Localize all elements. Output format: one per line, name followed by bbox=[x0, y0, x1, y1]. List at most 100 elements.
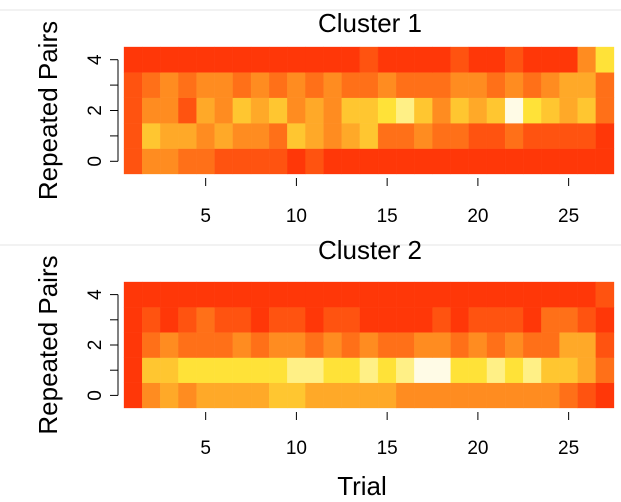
heat-cell bbox=[396, 281, 415, 308]
heat-cell bbox=[432, 281, 451, 308]
heat-cell bbox=[287, 72, 306, 98]
heat-cell bbox=[178, 281, 197, 308]
heat-cell bbox=[232, 148, 252, 175]
heat-cell bbox=[232, 307, 252, 333]
heat-cell bbox=[178, 332, 197, 358]
heat-cell bbox=[559, 46, 578, 73]
heat-cell bbox=[141, 148, 161, 175]
heat-cell bbox=[305, 307, 324, 333]
heat-cell bbox=[141, 72, 161, 98]
heat-cell bbox=[577, 382, 597, 409]
heat-cell bbox=[541, 97, 560, 124]
heat-cell bbox=[287, 357, 306, 383]
heat-cell bbox=[341, 72, 361, 98]
heat-cell bbox=[359, 332, 379, 358]
heat-cell bbox=[396, 307, 415, 333]
heat-cell bbox=[523, 332, 542, 358]
heat-cell bbox=[341, 46, 361, 73]
x-tick-label: 15 bbox=[377, 438, 398, 459]
heat-cell bbox=[287, 97, 306, 124]
heat-cell bbox=[323, 46, 342, 73]
heat-cell bbox=[577, 123, 597, 149]
heat-cell bbox=[523, 97, 542, 124]
heat-cell bbox=[377, 123, 397, 149]
heat-cell bbox=[269, 72, 288, 98]
heat-cell bbox=[523, 72, 542, 98]
heat-cell bbox=[432, 123, 451, 149]
heat-cell bbox=[359, 123, 379, 149]
heat-cell bbox=[269, 97, 288, 124]
heat-cell bbox=[269, 148, 288, 175]
heat-cell bbox=[414, 123, 433, 149]
heat-cell bbox=[450, 97, 469, 124]
heat-cell bbox=[178, 357, 197, 383]
heat-cell bbox=[432, 332, 451, 358]
heat-cell bbox=[232, 281, 252, 308]
heat-cell bbox=[486, 46, 506, 73]
heat-cell bbox=[595, 72, 615, 98]
heat-cell bbox=[214, 123, 234, 149]
heat-cell bbox=[396, 97, 415, 124]
heat-cell bbox=[269, 307, 288, 333]
heat-cell bbox=[160, 97, 179, 124]
x-tick-label: 20 bbox=[467, 438, 488, 459]
heat-cell bbox=[232, 357, 252, 383]
heat-cell bbox=[123, 357, 143, 383]
heat-cell bbox=[196, 332, 215, 358]
heat-cell bbox=[269, 281, 288, 308]
heat-cell bbox=[250, 307, 270, 333]
x-axis-label: Trial bbox=[337, 471, 387, 501]
heat-cell bbox=[523, 123, 542, 149]
heat-cell bbox=[305, 357, 324, 383]
heat-cell bbox=[523, 46, 542, 73]
heat-cell bbox=[523, 382, 542, 409]
heat-cell bbox=[141, 46, 161, 73]
heat-cell bbox=[305, 148, 324, 175]
heat-cell bbox=[141, 332, 161, 358]
heat-cell bbox=[214, 307, 234, 333]
heat-cell bbox=[214, 332, 234, 358]
heat-cell bbox=[559, 148, 578, 175]
y-tick-label: 4 bbox=[85, 54, 106, 65]
y-tick-label: 2 bbox=[85, 340, 106, 351]
heat-cell bbox=[396, 382, 415, 409]
heat-cell bbox=[414, 357, 433, 383]
heat-cell bbox=[468, 148, 488, 175]
heat-cell bbox=[250, 123, 270, 149]
heat-cell bbox=[178, 97, 197, 124]
heat-cell bbox=[486, 148, 506, 175]
heat-cell bbox=[468, 307, 488, 333]
heat-cell bbox=[305, 46, 324, 73]
heat-cell bbox=[559, 332, 578, 358]
heat-cell bbox=[377, 281, 397, 308]
heat-cell bbox=[559, 281, 578, 308]
heat-cell bbox=[341, 123, 361, 149]
heat-cell bbox=[141, 357, 161, 383]
heat-cell bbox=[341, 97, 361, 124]
heat-cell bbox=[160, 148, 179, 175]
heat-cell bbox=[559, 307, 578, 333]
heat-cell bbox=[359, 307, 379, 333]
heat-cell bbox=[559, 357, 578, 383]
heat-cell bbox=[396, 72, 415, 98]
heat-cell bbox=[432, 46, 451, 73]
chart-title: Cluster 1 bbox=[318, 8, 422, 38]
heat-cell bbox=[305, 72, 324, 98]
heat-cell bbox=[486, 281, 506, 308]
heat-cell bbox=[287, 382, 306, 409]
heat-cell bbox=[414, 382, 433, 409]
heat-cell bbox=[396, 332, 415, 358]
heat-cell bbox=[250, 382, 270, 409]
heat-cell bbox=[323, 72, 342, 98]
heat-cell bbox=[214, 72, 234, 98]
heat-cell bbox=[305, 332, 324, 358]
heat-cell bbox=[377, 307, 397, 333]
heat-cell bbox=[486, 72, 506, 98]
heat-cell bbox=[504, 357, 524, 383]
x-tick-label: 10 bbox=[286, 438, 307, 459]
heat-cell bbox=[160, 72, 179, 98]
heat-cell bbox=[541, 46, 560, 73]
y-tick-label: 4 bbox=[85, 289, 106, 300]
heat-cell bbox=[287, 123, 306, 149]
